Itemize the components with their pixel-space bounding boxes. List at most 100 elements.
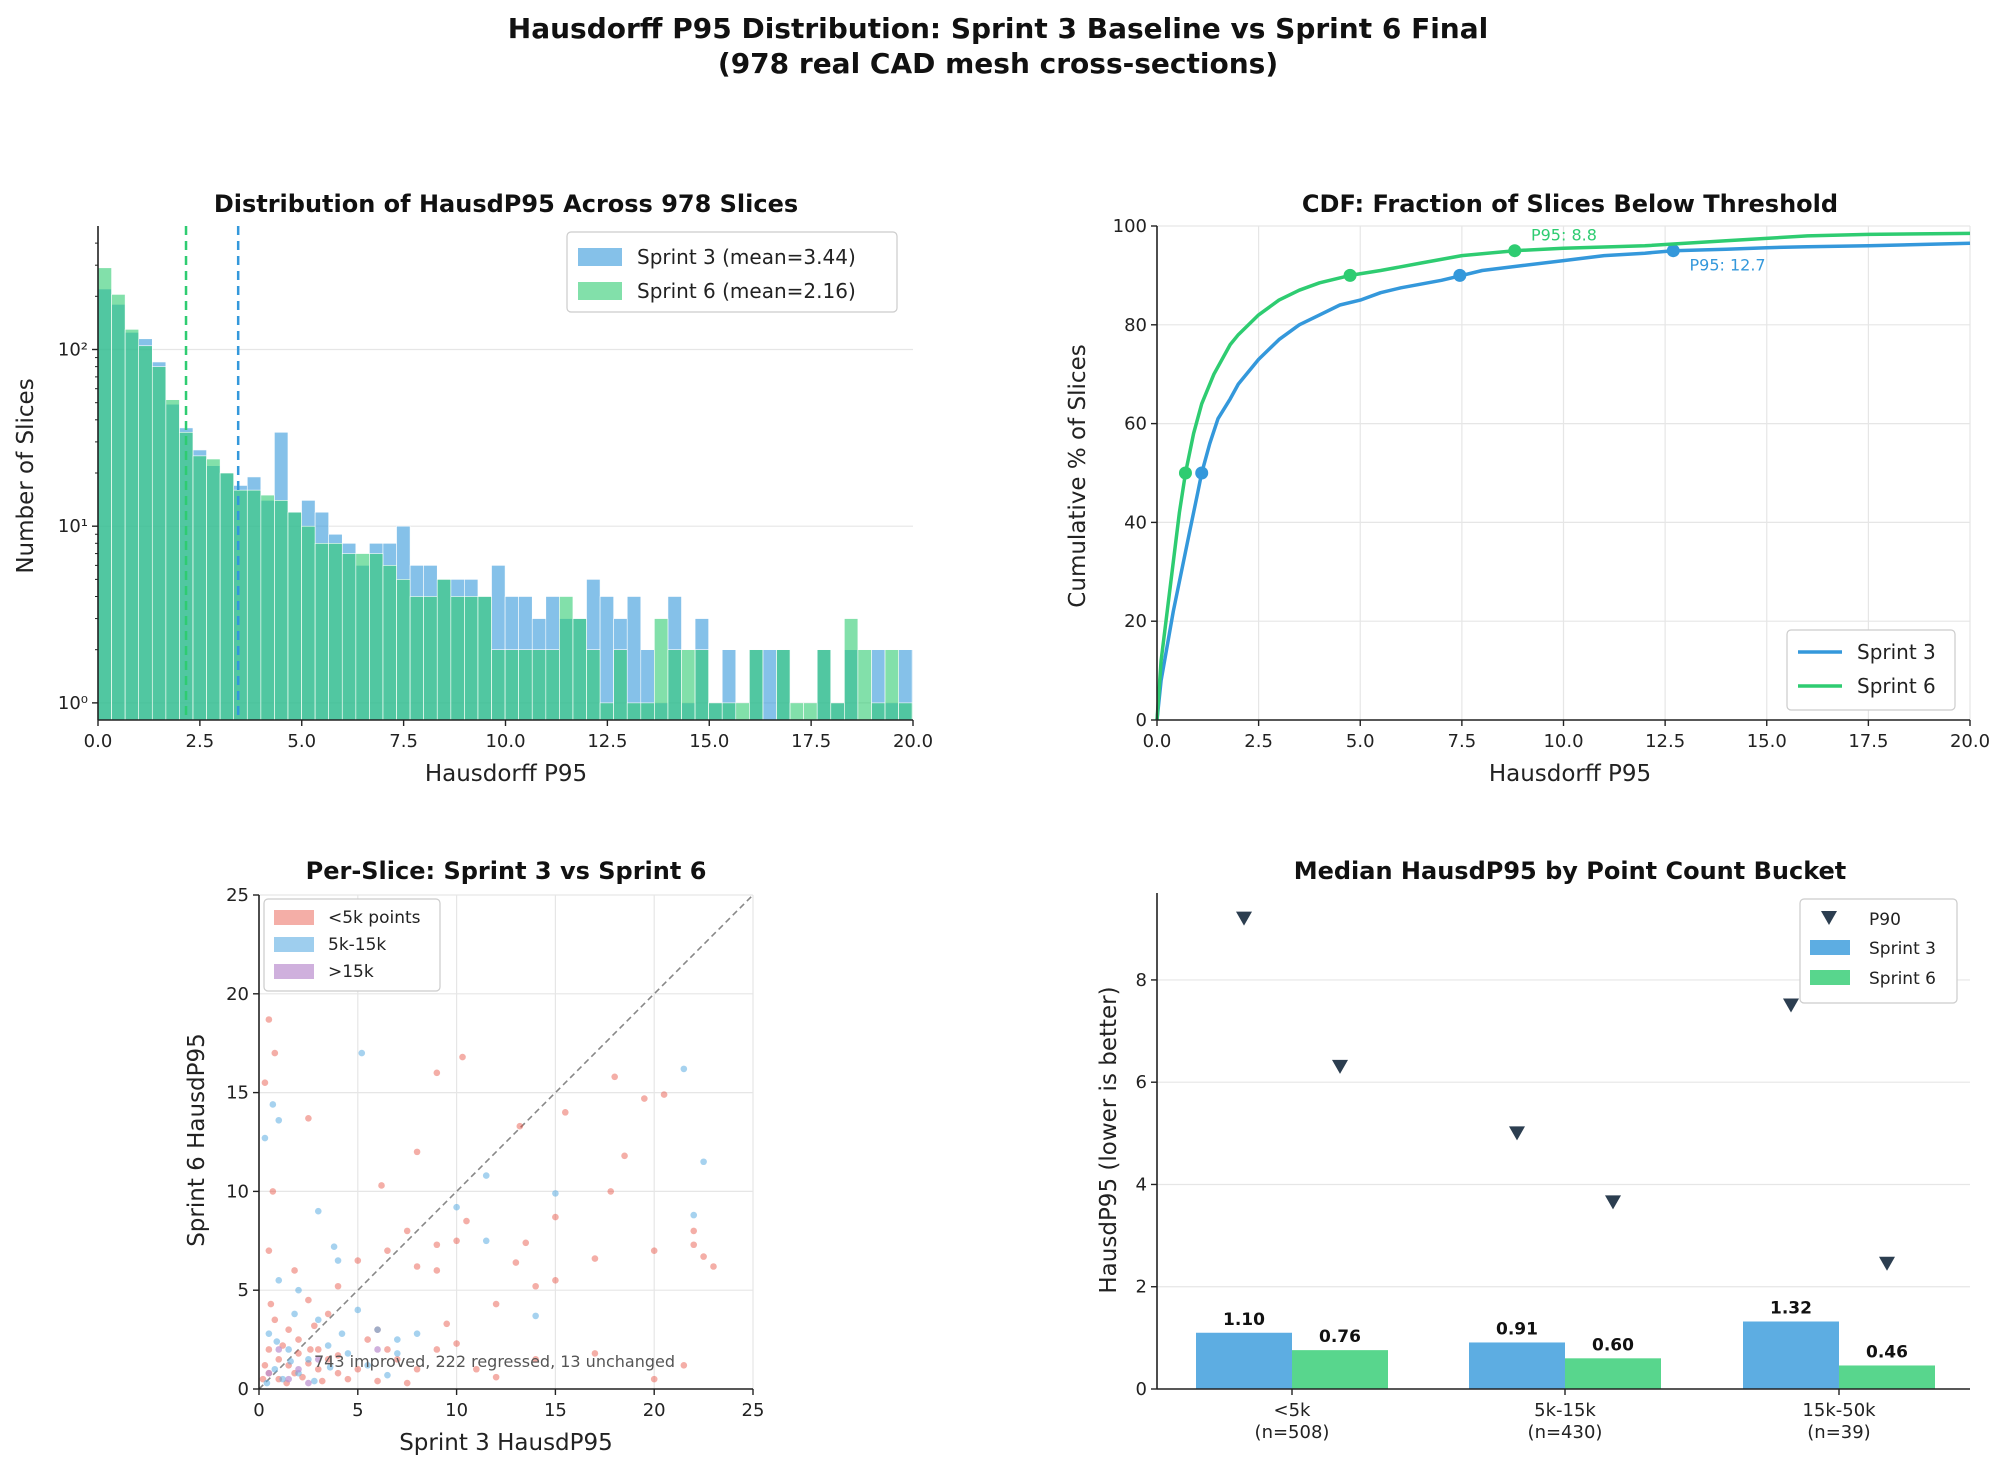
cdf-legend-box xyxy=(1786,629,1956,711)
cdf-percentile-marker xyxy=(1195,466,1209,480)
scatter-xtick-label: 20 xyxy=(643,1400,666,1421)
histogram-bar xyxy=(613,649,628,721)
bucket-bar-value-label: 0.76 xyxy=(1319,1327,1361,1347)
histogram-bar xyxy=(694,649,709,721)
cdf-xtick-label: 7.5 xyxy=(1448,731,1477,752)
legend-p90-label: P90 xyxy=(1869,910,1901,930)
scatter-point xyxy=(305,1379,312,1387)
scatter-point xyxy=(334,1257,342,1264)
scatter-point xyxy=(453,1203,460,1211)
scatter-ytick-label: 25 xyxy=(226,885,249,906)
cdf-xtick-label: 10.0 xyxy=(1543,731,1583,752)
histogram-bar xyxy=(640,702,655,721)
scatter-point xyxy=(394,1336,401,1343)
bucket-bar-value-label: 1.10 xyxy=(1223,1310,1265,1330)
histogram-ytick-label: 10² xyxy=(58,340,88,361)
cdf-ytick-label: 100 xyxy=(1113,216,1147,237)
histogram-bar xyxy=(464,596,479,721)
histogram-bar xyxy=(816,649,832,721)
scatter-ylabel: Sprint 6 HausdP95 xyxy=(184,1033,210,1247)
scatter-point xyxy=(532,1356,539,1363)
histogram-bar xyxy=(626,702,642,721)
bucket-bar-value-label: 0.60 xyxy=(1592,1335,1634,1355)
histogram-bar xyxy=(708,702,723,721)
scatter-ytick-label: 0 xyxy=(238,1379,249,1400)
bucket-bar-ytick-label: 8 xyxy=(1136,970,1147,991)
histogram-bar xyxy=(314,543,329,721)
scatter-identity-line xyxy=(258,894,754,1390)
histogram-bar xyxy=(301,525,316,721)
scatter-point xyxy=(271,1049,279,1057)
histogram-bar xyxy=(518,649,533,721)
bucket-bar-value-label: 1.32 xyxy=(1770,1299,1812,1319)
histogram-bar xyxy=(559,596,574,721)
histogram-bar xyxy=(545,649,560,721)
histogram-bar xyxy=(572,618,587,721)
scatter-point xyxy=(279,1375,287,1383)
scatter-points xyxy=(259,1016,717,1387)
scatter-legend-label-5k15k: 5k-15k xyxy=(328,935,386,955)
scatter-point xyxy=(311,1377,318,1385)
scatter-point xyxy=(433,1241,441,1249)
scatter-point xyxy=(314,1346,322,1353)
scatter-point xyxy=(311,1322,318,1330)
histogram-xtick-label: 10.0 xyxy=(485,731,525,752)
bucket-bar xyxy=(1196,1332,1292,1389)
legend-label-sprint3: Sprint 3 (mean=3.44) xyxy=(637,245,856,269)
scatter-point xyxy=(561,1109,569,1116)
histogram-xtick-label: 17.5 xyxy=(791,731,831,752)
bucket-legend-label-sprint6: Sprint 6 xyxy=(1869,969,1936,989)
cdf-percentile-marker xyxy=(1508,244,1522,258)
scatter-point xyxy=(374,1346,381,1353)
histogram-bar xyxy=(328,543,343,721)
cdf-line xyxy=(1155,231,1971,721)
p90-marker xyxy=(1879,1256,1895,1271)
scatter-ytick-label: 10 xyxy=(226,1181,249,1202)
scatter-point xyxy=(433,1267,441,1274)
scatter-point xyxy=(305,1296,312,1304)
histogram-bar xyxy=(857,649,872,721)
scatter-point xyxy=(354,1365,362,1373)
cdf-xtick-label: 12.5 xyxy=(1645,731,1685,752)
p90-marker xyxy=(1236,911,1252,926)
histogram-bar xyxy=(599,596,614,721)
scatter-point xyxy=(591,1255,599,1262)
scatter-point xyxy=(261,1079,269,1087)
scatter-point xyxy=(354,1306,362,1314)
cdf-legend-label-sprint3: Sprint 3 xyxy=(1857,640,1936,664)
histogram-bar xyxy=(681,649,696,721)
cdf-ytick-label: 20 xyxy=(1124,611,1147,632)
scatter-ytick-label: 20 xyxy=(226,984,249,1005)
scatter-point xyxy=(443,1320,451,1328)
cdf-xtick-label: 17.5 xyxy=(1848,731,1888,752)
legend-p90-marker xyxy=(1821,911,1837,925)
bucket-category-label: <5k xyxy=(1274,1400,1312,1421)
scatter-point xyxy=(287,1358,294,1365)
histogram-bar xyxy=(396,579,411,721)
scatter-point xyxy=(265,1247,273,1254)
histogram-bar xyxy=(789,702,804,721)
scatter-point xyxy=(394,1356,401,1363)
scatter-point xyxy=(700,1253,707,1260)
scatter-point xyxy=(305,1114,312,1122)
histogram-bar xyxy=(491,649,506,721)
cdf-annotation-sprint6: P95: 8.8 xyxy=(1531,226,1597,245)
bucket-bar-value-label: 0.91 xyxy=(1496,1319,1538,1339)
scatter-point xyxy=(344,1350,352,1357)
scatter-ytick-label: 5 xyxy=(238,1280,249,1301)
cdf-axes: 0.0 2.5 5.0 7.5 10.0 12.5 15.0 17.5 20.0 0 20 40 60 8… xyxy=(1113,216,1990,752)
scatter-ytick-label: 15 xyxy=(226,1083,249,1104)
histogram-bar xyxy=(844,618,859,721)
scatter-point xyxy=(267,1300,275,1308)
cdf-xtick-label: 5.0 xyxy=(1346,731,1375,752)
scatter-point xyxy=(344,1375,352,1383)
histogram-bar xyxy=(599,702,614,721)
scatter-point xyxy=(621,1152,628,1160)
histogram-legend: Sprint 3 (mean=3.44) Sprint 6 (mean=2.16… xyxy=(566,231,898,313)
histogram-bar xyxy=(233,489,248,721)
scatter-point xyxy=(532,1312,539,1320)
scatter-point xyxy=(492,1373,500,1381)
scatter-point xyxy=(591,1350,599,1357)
cdf-percentile-marker xyxy=(1178,466,1192,480)
scatter-point xyxy=(552,1277,559,1284)
